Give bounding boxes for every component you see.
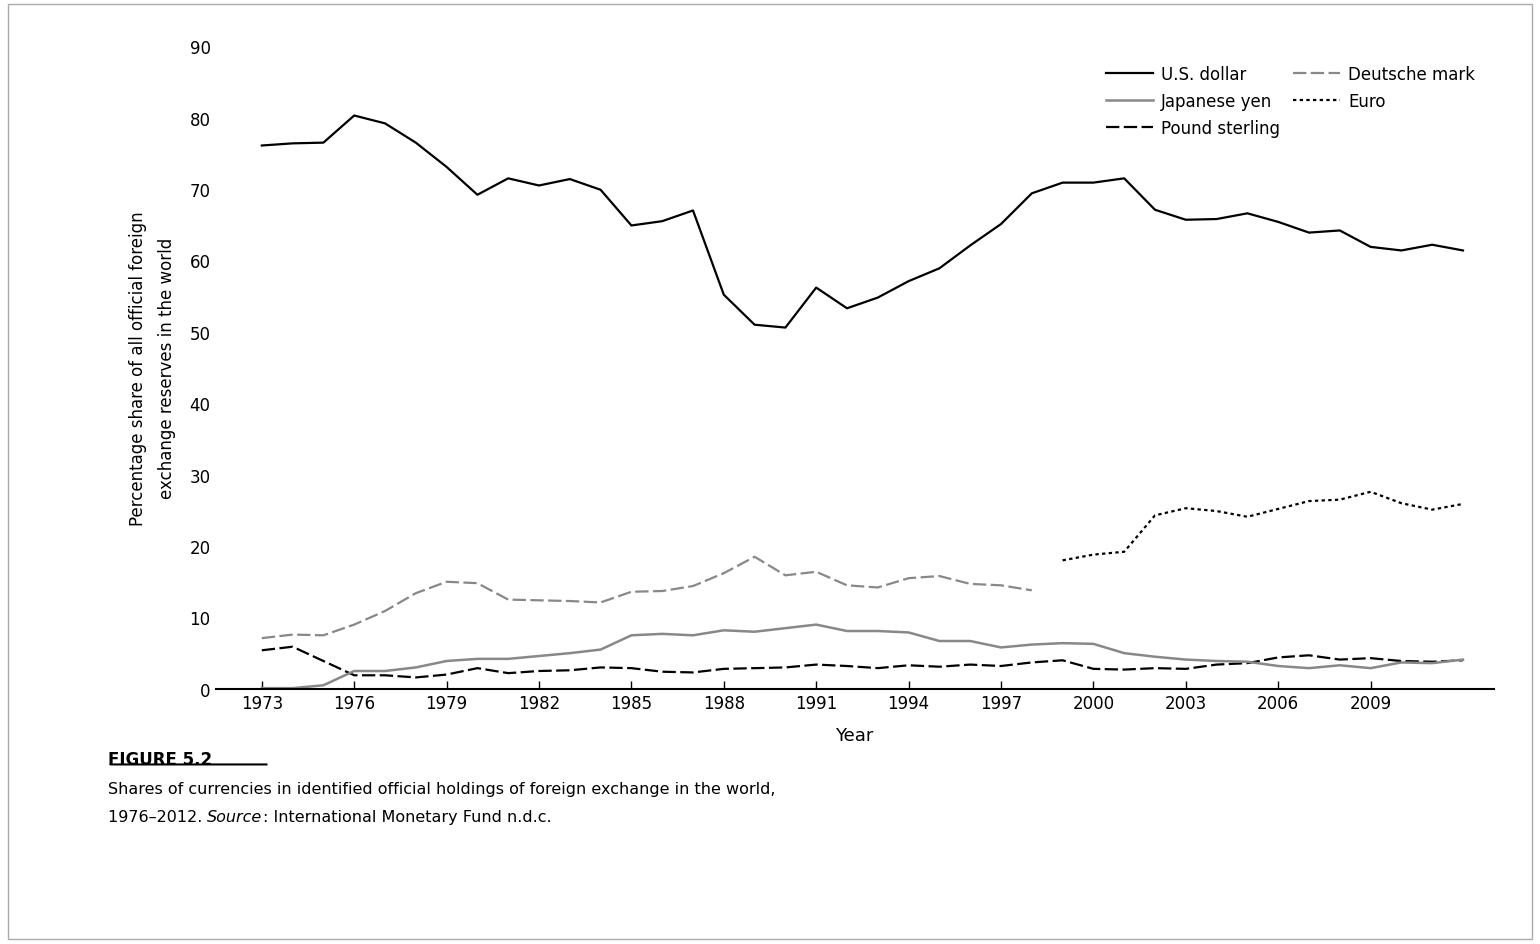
Text: : International Monetary Fund n.d.c.: : International Monetary Fund n.d.c. bbox=[262, 809, 551, 824]
Text: FIGURE 5.2: FIGURE 5.2 bbox=[108, 750, 213, 768]
Text: Source: Source bbox=[208, 809, 262, 824]
Text: 1976–2012.: 1976–2012. bbox=[108, 809, 208, 824]
Text: Shares of currencies in identified official holdings of foreign exchange in the : Shares of currencies in identified offic… bbox=[108, 782, 775, 797]
X-axis label: Year: Year bbox=[836, 726, 873, 744]
Y-axis label: Percentage share of all official foreign
exchange reserves in the world: Percentage share of all official foreign… bbox=[128, 211, 176, 525]
Legend: U.S. dollar, Japanese yen, Pound sterling, Deutsche mark, Euro: U.S. dollar, Japanese yen, Pound sterlin… bbox=[1096, 56, 1486, 148]
